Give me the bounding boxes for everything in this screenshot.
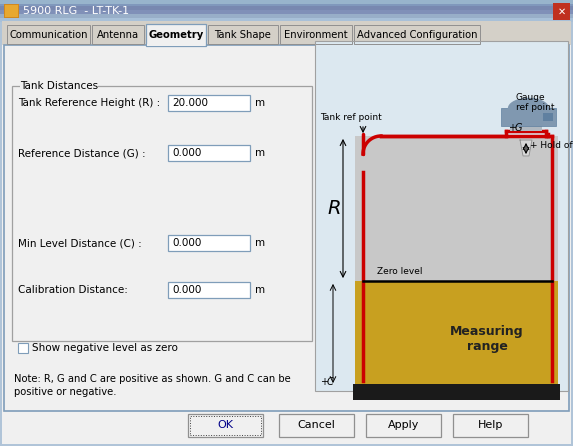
Text: Zero level: Zero level [377, 267, 422, 276]
Bar [92, 25, 144, 44]
Text: Geometry: Geometry [148, 30, 203, 40]
Bar [353, 384, 560, 400]
Text: m: m [255, 238, 265, 248]
Bar [168, 282, 250, 298]
Text: Tank Shape: Tank Shape [214, 29, 272, 40]
Text: Min Level Distance (C) :: Min Level Distance (C) : [18, 238, 142, 248]
Text: OK: OK [218, 421, 234, 430]
Bar [366, 414, 441, 437]
Bar [453, 414, 528, 437]
Text: Calibration Distance:: Calibration Distance: [18, 285, 128, 295]
Bar [146, 24, 206, 46]
Bar [12, 86, 312, 341]
Text: +: + [508, 123, 516, 133]
Bar [7, 25, 90, 44]
Text: 5900 RLG  - LT-TK-1: 5900 RLG - LT-TK-1 [23, 6, 129, 16]
Text: Tank ref point: Tank ref point [320, 113, 382, 122]
Text: Reference Distance (G) :: Reference Distance (G) : [18, 148, 146, 158]
Bar [0, 0, 573, 10]
Bar [168, 235, 250, 251]
Bar [4, 4, 19, 18]
Bar [7, 25, 90, 44]
Bar [279, 414, 354, 437]
Text: Antenna: Antenna [97, 29, 139, 40]
Bar [168, 145, 250, 161]
Text: 0.000: 0.000 [172, 238, 201, 248]
Bar [366, 414, 441, 437]
Bar [168, 282, 250, 298]
Bar [354, 25, 480, 44]
Bar [354, 25, 480, 44]
Text: C: C [327, 377, 333, 387]
Text: 20.000: 20.000 [172, 98, 208, 108]
Bar [0, 0, 573, 14]
Bar [147, 44, 205, 46]
Bar [0, 0, 573, 22]
Text: Gauge
ref point: Gauge ref point [516, 93, 555, 112]
Bar [188, 414, 263, 437]
Bar [279, 414, 354, 437]
Bar [0, 0, 573, 18]
Bar [168, 95, 250, 111]
Bar [553, 3, 570, 20]
Bar [543, 113, 553, 121]
Bar [4, 45, 569, 411]
Text: Cancel: Cancel [297, 421, 335, 430]
Text: Help: Help [478, 421, 503, 430]
Bar [18, 343, 28, 353]
Text: Advanced Configuration: Advanced Configuration [357, 29, 477, 40]
Bar [280, 25, 352, 44]
Text: G: G [515, 123, 523, 133]
Bar [280, 25, 352, 44]
Text: Environment: Environment [284, 29, 348, 40]
Bar [355, 136, 558, 386]
Text: Tank Distances: Tank Distances [20, 81, 98, 91]
Polygon shape [520, 140, 532, 156]
Bar [453, 414, 528, 437]
Text: Show negative level as zero: Show negative level as zero [32, 343, 178, 353]
Text: m: m [255, 285, 265, 295]
Text: Apply: Apply [388, 421, 419, 430]
Text: +: + [320, 377, 328, 387]
Bar [5, 5, 18, 17]
Text: m: m [255, 148, 265, 158]
Text: m: m [255, 98, 265, 108]
Bar [92, 25, 144, 44]
Text: Communication: Communication [9, 29, 88, 40]
Bar [501, 108, 556, 126]
Bar [315, 41, 568, 391]
Bar [20, 80, 98, 92]
Text: 0.000: 0.000 [172, 285, 201, 295]
Bar [208, 25, 278, 44]
Bar [168, 145, 250, 161]
Bar [208, 25, 278, 44]
Bar [188, 414, 263, 437]
Text: Tank Reference Height (R) :: Tank Reference Height (R) : [18, 98, 160, 108]
Bar [4, 45, 569, 411]
Bar [146, 24, 206, 46]
Bar [355, 281, 558, 386]
Bar [0, 0, 573, 4]
Bar [315, 41, 568, 391]
Bar [18, 343, 28, 353]
Bar [168, 235, 250, 251]
Bar [168, 95, 250, 111]
Bar [2, 21, 571, 45]
Text: Note: R, G and C are positive as shown. G and C can be
positive or negative.: Note: R, G and C are positive as shown. … [14, 374, 291, 397]
Text: + Hold off: + Hold off [530, 140, 573, 149]
Bar [0, 0, 573, 6]
Bar [190, 416, 261, 435]
Bar [0, 0, 573, 22]
Text: Measuring
range: Measuring range [450, 325, 524, 353]
Text: ✕: ✕ [558, 7, 566, 17]
Text: 0.000: 0.000 [172, 148, 201, 158]
Text: R: R [328, 199, 341, 218]
Bar [510, 126, 542, 131]
